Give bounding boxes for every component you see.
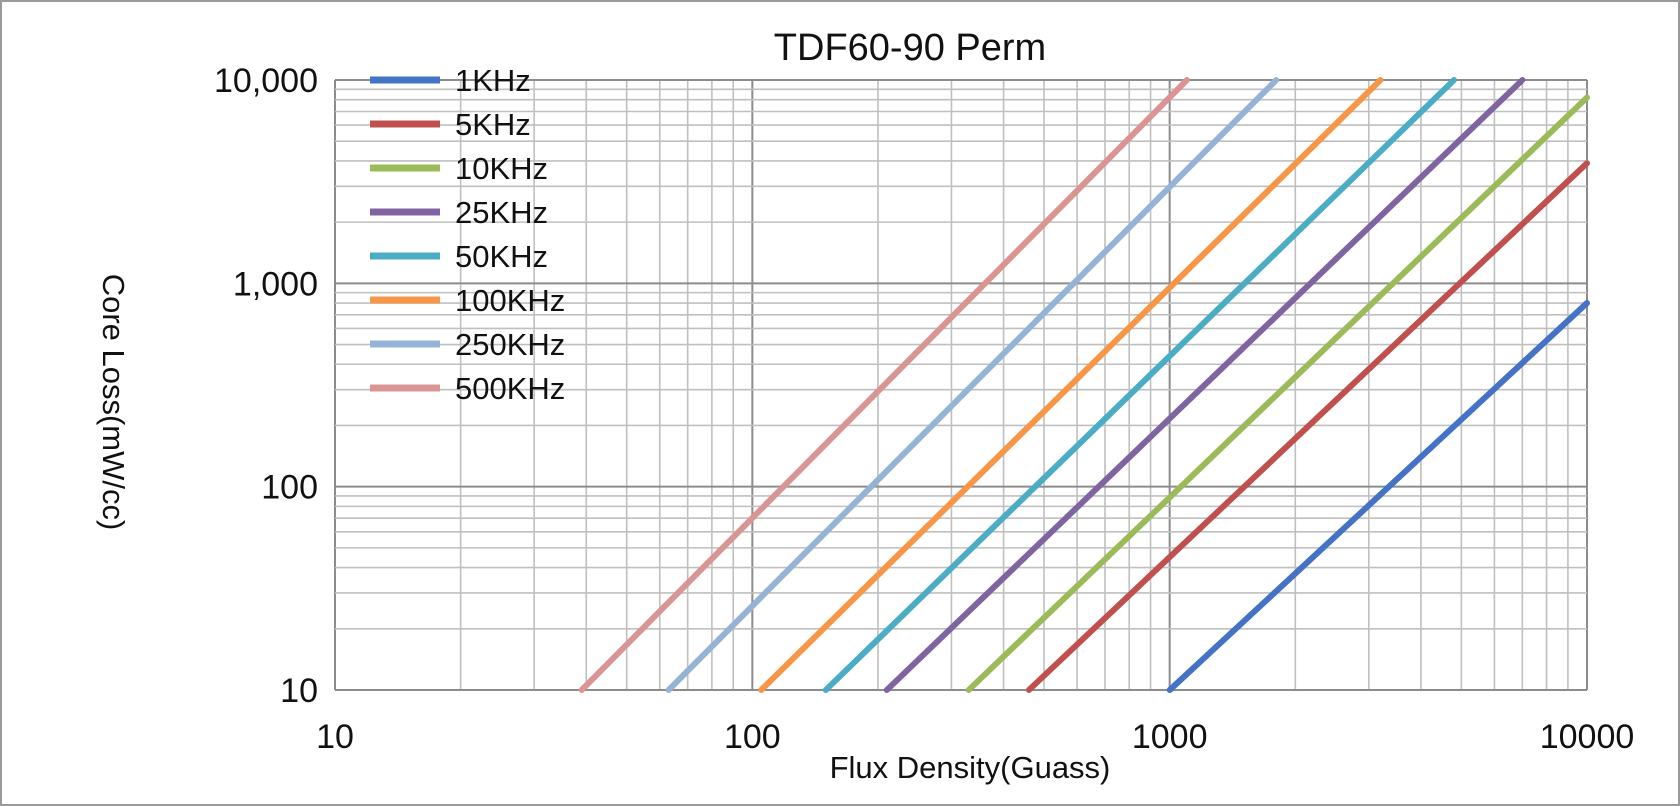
y-tick-label: 10: [280, 672, 318, 710]
y-tick-label: 100: [261, 469, 318, 507]
series-line-500khz: [578, 77, 1190, 693]
legend-label-1khz: 1KHz: [455, 63, 531, 98]
series-line-50khz: [822, 77, 1457, 693]
legend-label-25khz: 25KHz: [455, 195, 548, 230]
series-line-25khz: [883, 77, 1526, 693]
series-line-10khz: [965, 94, 1590, 693]
x-axis-label: Flux Density(Guass): [830, 750, 1111, 785]
legend-label-100khz: 100KHz: [455, 283, 565, 318]
y-tick-label: 1,000: [233, 265, 318, 303]
tick-labels: 10 100 1000 10000 10 100 1,000 10,000: [214, 62, 1634, 756]
y-tick-label: 10,000: [214, 62, 318, 100]
x-tick-label: 10000: [1540, 718, 1635, 756]
series-line-1khz: [1166, 300, 1590, 693]
legend-label-500khz: 500KHz: [455, 371, 565, 406]
x-tick-label: 1000: [1132, 718, 1208, 756]
x-tick-label: 100: [724, 718, 781, 756]
legend-label-5khz: 5KHz: [455, 107, 531, 142]
series-line-5khz: [1025, 160, 1590, 693]
series-line-250khz: [665, 77, 1280, 693]
series-lines: [578, 77, 1590, 693]
chart-title: TDF60-90 Perm: [774, 27, 1046, 69]
legend-label-10khz: 10KHz: [455, 151, 548, 186]
y-axis-label: Core Loss(mW/cc): [96, 274, 131, 531]
x-tick-label: 10: [316, 718, 354, 756]
series-line-100khz: [758, 77, 1384, 693]
legend-label-250khz: 250KHz: [455, 327, 565, 362]
legend-label-50khz: 50KHz: [455, 239, 548, 274]
legend: 1KHz 5KHz 10KHz 25KHz 50KHz 100KHz 250KHz 500KH…: [370, 63, 565, 406]
